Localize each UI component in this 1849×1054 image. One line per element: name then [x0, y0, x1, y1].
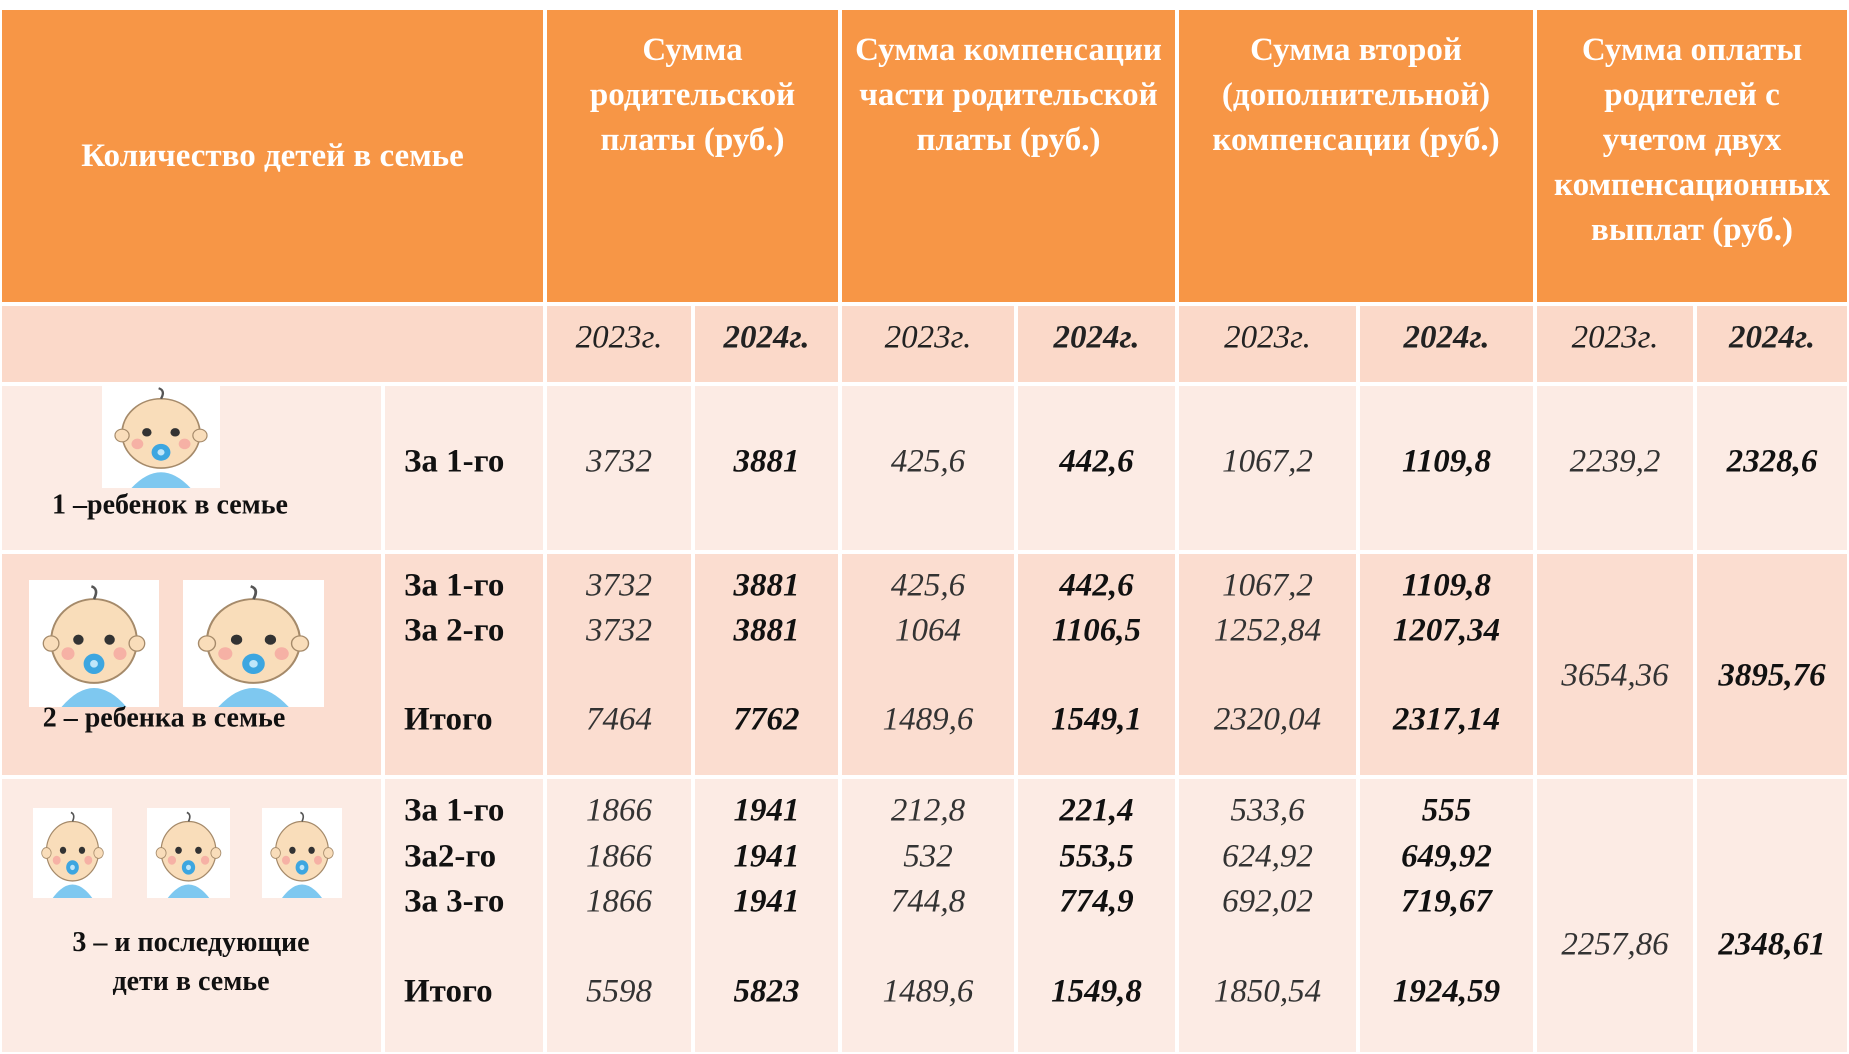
group-label: 1 –ребенок в семье [20, 486, 320, 525]
value: 649,92 [1401, 839, 1492, 876]
year-label: 2023г. [1572, 320, 1659, 357]
header-text: Сумма второй (дополнительной) компенсаци… [1177, 8, 1535, 304]
value: 221,4 [1059, 793, 1133, 830]
year-label: 2024г. [724, 320, 810, 357]
payment-value: 3895,76 [1718, 658, 1825, 695]
page: Количество детей в семьеСумма родительск… [0, 0, 1849, 1054]
baby-icon [183, 580, 324, 707]
payment-value: 2348,61 [1718, 927, 1825, 964]
value: 1866 [586, 793, 652, 830]
baby-icon [102, 383, 220, 488]
year-label: 2024г. [1729, 320, 1815, 357]
value: 2320,04 [1214, 702, 1321, 739]
value: 425,6 [891, 568, 965, 605]
value: 5598 [586, 974, 652, 1011]
value: 532 [903, 839, 953, 876]
group-label: 3 – и последующие дети в семье [41, 923, 341, 1001]
value: 1941 [734, 839, 800, 876]
value: 1109,8 [1402, 568, 1491, 605]
value: 1064 [895, 613, 961, 650]
value: 5823 [734, 974, 800, 1011]
value: 2317,14 [1393, 702, 1500, 739]
value: 1850,54 [1214, 974, 1321, 1011]
value: 7762 [734, 702, 800, 739]
value: 1941 [734, 793, 800, 830]
value: 3732 [586, 613, 652, 650]
year-label: 2023г. [1224, 320, 1311, 357]
value: 1109,8 [1402, 444, 1491, 481]
value: 1941 [734, 884, 800, 921]
value: 3881 [734, 613, 800, 650]
year-label: 2023г. [885, 320, 972, 357]
value: 3881 [734, 568, 800, 605]
value: 1207,34 [1393, 613, 1500, 650]
value: 3732 [586, 444, 652, 481]
value: 1549,8 [1051, 974, 1142, 1011]
value: 1489,6 [883, 974, 974, 1011]
payment-value: 3654,36 [1561, 658, 1668, 695]
row-label: За 1-го [404, 793, 504, 830]
value: 1489,6 [883, 702, 974, 739]
baby-icon [29, 580, 159, 707]
year-cell [0, 304, 545, 384]
row-label: За 1-го [404, 568, 504, 605]
payment-value: 2239,2 [1570, 444, 1661, 481]
row-label: За2-го [404, 839, 496, 876]
value: 1067,2 [1222, 568, 1313, 605]
header-text: Сумма компенсации части родительской пла… [840, 8, 1177, 304]
header-text: Количество детей в семье [0, 8, 545, 304]
row-label: За 3-го [404, 884, 504, 921]
value: 774,9 [1059, 884, 1133, 921]
row-label: За 1-го [404, 444, 504, 481]
group-label: 2 – ребенка в семье [14, 699, 314, 738]
value: 1866 [586, 884, 652, 921]
value: 719,67 [1401, 884, 1492, 921]
value: 1549,1 [1051, 702, 1142, 739]
header-text: Сумма родительской платы (руб.) [545, 8, 840, 304]
baby-icon [33, 808, 112, 898]
value: 1067,2 [1222, 444, 1313, 481]
value: 1866 [586, 839, 652, 876]
value: 212,8 [891, 793, 965, 830]
row-label: Итого [404, 702, 493, 739]
value: 442,6 [1059, 444, 1133, 481]
value: 1924,59 [1393, 974, 1500, 1011]
value: 692,02 [1222, 884, 1313, 921]
value: 7464 [586, 702, 652, 739]
row-label: Итого [404, 974, 493, 1011]
value: 624,92 [1222, 839, 1313, 876]
header-text: Сумма оплаты родителей с учетом двух ком… [1535, 8, 1849, 304]
value: 425,6 [891, 444, 965, 481]
value: 3881 [734, 444, 800, 481]
value: 442,6 [1059, 568, 1133, 605]
value: 1106,5 [1052, 613, 1141, 650]
value: 533,6 [1230, 793, 1304, 830]
value: 3732 [586, 568, 652, 605]
value: 1252,84 [1214, 613, 1321, 650]
value: 744,8 [891, 884, 965, 921]
year-label: 2024г. [1404, 320, 1490, 357]
payment-cell [1535, 777, 1695, 1054]
baby-icon [262, 808, 342, 898]
payment-value: 2257,86 [1561, 927, 1668, 964]
baby-icon [147, 808, 230, 898]
row-label: За 2-го [404, 613, 504, 650]
year-label: 2024г. [1054, 320, 1140, 357]
payment-value: 2328,6 [1727, 444, 1818, 481]
value: 555 [1422, 793, 1472, 830]
year-label: 2023г. [576, 320, 663, 357]
payment-cell [1695, 777, 1849, 1054]
value: 553,5 [1059, 839, 1133, 876]
